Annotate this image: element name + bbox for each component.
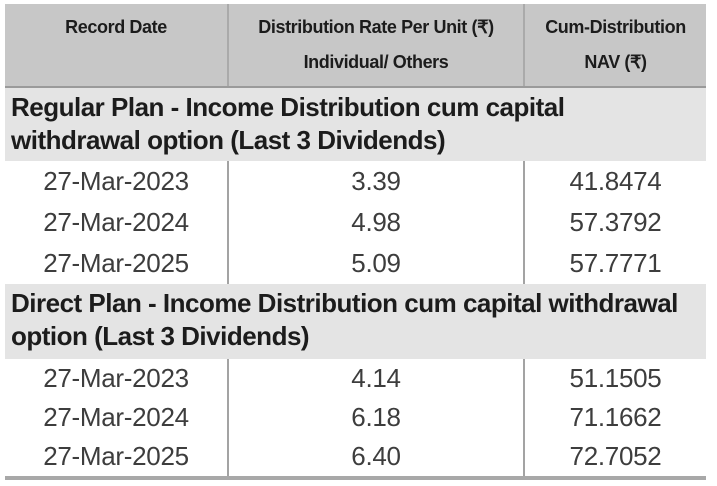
- rate-cell: 4.14: [229, 359, 525, 398]
- table-header-row: Record Date Distribution Rate Per Unit (…: [5, 4, 706, 88]
- rate-cell: 3.39: [229, 161, 525, 202]
- col-header-cum-distribution-line2: NAV (₹): [584, 52, 647, 72]
- col-header-record-date-label: Record Date: [65, 17, 167, 37]
- record-date-cell: 27-Mar-2023: [5, 161, 229, 202]
- nav-cell: 71.1662: [569, 402, 662, 432]
- rate-cell: 4.98: [229, 202, 525, 243]
- nav-cell: 41.8474: [569, 166, 662, 196]
- col-header-cum-distribution-nav: Cum-Distribution NAV (₹): [525, 4, 706, 86]
- table-row: 27-Mar-2023 4.14 51.1505: [5, 359, 706, 398]
- section-header-direct-plan: Direct Plan - Income Distribution cum ca…: [5, 284, 706, 359]
- col-header-distribution-rate: Distribution Rate Per Unit (₹) Individua…: [229, 4, 525, 86]
- col-header-cum-distribution-line1: Cum-Distribution: [545, 17, 686, 37]
- nav-cell: 57.3792: [569, 207, 662, 237]
- dividend-history-table: Record Date Distribution Rate Per Unit (…: [5, 4, 706, 480]
- record-date-cell: 27-Mar-2025: [5, 437, 229, 476]
- record-date-cell: 27-Mar-2023: [5, 359, 229, 398]
- table-row: 27-Mar-2024 4.98 57.3792: [5, 202, 706, 243]
- table-row: 27-Mar-2023 3.39 41.8474: [5, 161, 706, 202]
- col-header-distribution-rate-line1: Distribution Rate Per Unit (₹): [258, 17, 494, 37]
- direct-plan-rows: 27-Mar-2023 4.14 51.1505 27-Mar-2024 6.1…: [5, 359, 706, 476]
- record-date-cell: 27-Mar-2024: [5, 398, 229, 437]
- table-row: 27-Mar-2024 6.18 71.1662: [5, 398, 706, 437]
- rate-cell: 6.18: [229, 398, 525, 437]
- nav-cell: 51.1505: [569, 363, 662, 393]
- record-date-cell: 27-Mar-2024: [5, 202, 229, 243]
- record-date-cell: 27-Mar-2025: [5, 243, 229, 284]
- rate-cell: 6.40: [229, 437, 525, 476]
- nav-cell: 57.7771: [569, 248, 662, 278]
- col-header-record-date: Record Date: [5, 4, 229, 86]
- col-header-distribution-rate-line2: Individual/ Others: [303, 52, 449, 72]
- regular-plan-rows: 27-Mar-2023 3.39 41.8474 27-Mar-2024 4.9…: [5, 161, 706, 284]
- rate-cell: 5.09: [229, 243, 525, 284]
- nav-cell: 72.7052: [569, 441, 662, 471]
- section-header-regular-plan: Regular Plan - Income Distribution cum c…: [5, 88, 706, 161]
- table-row: 27-Mar-2025 5.09 57.7771: [5, 243, 706, 284]
- table-row: 27-Mar-2025 6.40 72.7052: [5, 437, 706, 476]
